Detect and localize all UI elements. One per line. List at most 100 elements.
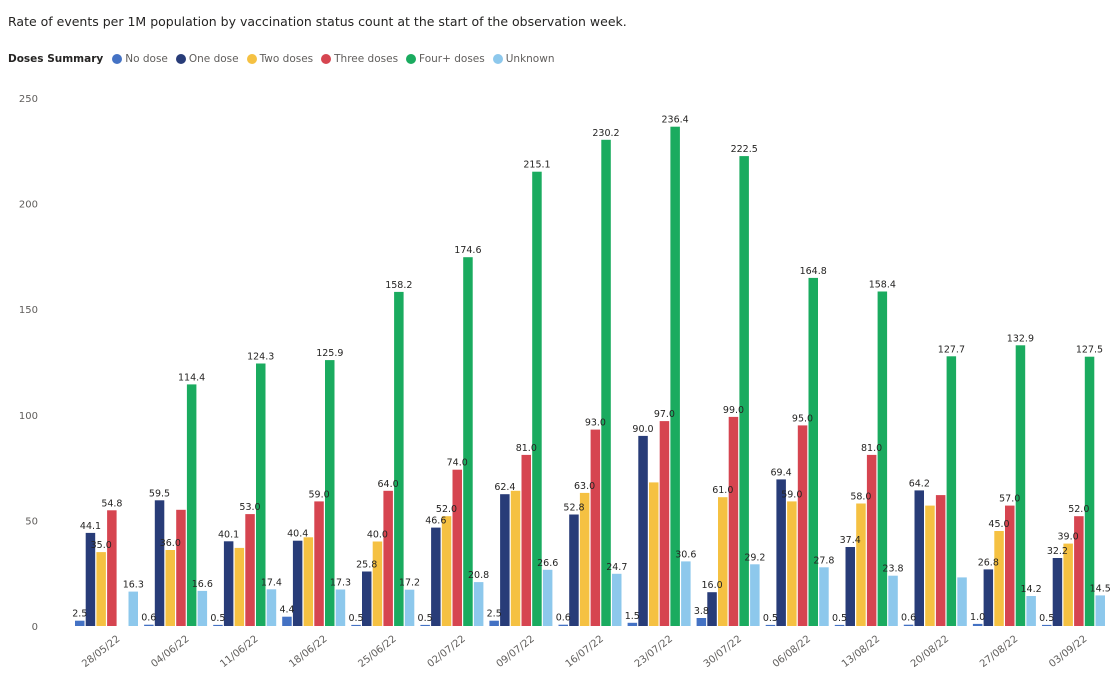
bar-one-dose-23-07-22[interactable] xyxy=(638,435,648,626)
bar-no-dose-27-08-22[interactable] xyxy=(972,623,983,626)
bar-one-dose-30-07-22[interactable] xyxy=(707,592,717,626)
bar-four-doses-03-09-22[interactable] xyxy=(1084,356,1095,626)
bar-three-doses-16-07-22[interactable] xyxy=(590,429,601,626)
bar-unknown-13-08-22[interactable] xyxy=(888,575,898,626)
bar-three-doses-23-07-22[interactable] xyxy=(659,421,670,626)
bar-no-dose-30-07-22[interactable] xyxy=(696,618,707,626)
bar-no-dose-04-06-22[interactable] xyxy=(144,624,154,626)
bar-four-doses-25-06-22[interactable] xyxy=(394,291,404,626)
bar-three-doses-06-08-22[interactable] xyxy=(797,425,808,626)
bar-one-dose-13-08-22[interactable] xyxy=(845,547,856,626)
bar-one-dose-18-06-22[interactable] xyxy=(292,540,303,626)
bar-unknown-09-07-22[interactable] xyxy=(542,569,553,626)
bar-three-doses-03-09-22[interactable] xyxy=(1074,516,1084,626)
bar-unknown-27-08-22[interactable] xyxy=(1026,596,1036,626)
bar-two-doses-09-07-22[interactable] xyxy=(510,490,521,626)
bar-unknown-18-06-22[interactable] xyxy=(335,589,346,627)
bar-two-doses-04-06-22[interactable] xyxy=(165,550,176,626)
bar-no-dose-16-07-22[interactable] xyxy=(558,624,569,626)
legend-item-no-dose[interactable]: No dose xyxy=(112,53,168,65)
bar-three-doses-13-08-22[interactable] xyxy=(866,454,877,626)
bar-no-dose-11-06-22[interactable] xyxy=(213,624,223,626)
bar-one-dose-04-06-22[interactable] xyxy=(154,500,165,626)
bar-one-dose-02-07-22[interactable] xyxy=(431,527,441,626)
data-label-no-dose: 0.6 xyxy=(556,613,571,624)
bar-one-dose-11-06-22[interactable] xyxy=(223,541,234,626)
bar-three-doses-04-06-22[interactable] xyxy=(176,509,186,626)
bar-three-doses-30-07-22[interactable] xyxy=(728,416,739,626)
x-tick-label: 13/08/22 xyxy=(840,634,882,670)
bar-four-doses-18-06-22[interactable] xyxy=(325,360,335,626)
bar-no-dose-09-07-22[interactable] xyxy=(489,620,499,626)
bar-no-dose-03-09-22[interactable] xyxy=(1042,624,1052,626)
bar-unknown-06-08-22[interactable] xyxy=(819,567,829,626)
bar-no-dose-28-05-22[interactable] xyxy=(75,620,85,626)
bar-one-dose-25-06-22[interactable] xyxy=(362,571,372,627)
bar-three-doses-02-07-22[interactable] xyxy=(452,469,463,626)
bar-four-doses-27-08-22[interactable] xyxy=(1015,345,1026,626)
legend-item-unknown[interactable]: Unknown xyxy=(492,53,554,65)
bar-four-doses-09-07-22[interactable] xyxy=(532,171,542,626)
bar-four-doses-02-07-22[interactable] xyxy=(463,257,473,626)
bar-unknown-20-08-22[interactable] xyxy=(957,577,967,626)
bar-one-dose-20-08-22[interactable] xyxy=(914,490,925,626)
bar-two-doses-25-06-22[interactable] xyxy=(372,541,383,627)
bar-two-doses-30-07-22[interactable] xyxy=(718,497,728,626)
bar-four-doses-23-07-22[interactable] xyxy=(670,126,680,626)
bar-unknown-02-07-22[interactable] xyxy=(473,582,484,626)
bar-no-dose-02-07-22[interactable] xyxy=(420,624,430,626)
bar-one-dose-03-09-22[interactable] xyxy=(1052,558,1063,626)
bar-unknown-25-06-22[interactable] xyxy=(404,589,415,626)
bar-three-doses-20-08-22[interactable] xyxy=(935,495,946,626)
bar-one-dose-09-07-22[interactable] xyxy=(500,494,510,626)
bar-no-dose-18-06-22[interactable] xyxy=(282,616,292,626)
bar-one-dose-06-08-22[interactable] xyxy=(776,479,786,626)
legend-item-one-dose[interactable]: One dose xyxy=(175,53,239,65)
bar-two-doses-06-08-22[interactable] xyxy=(787,501,797,626)
bar-unknown-11-06-22[interactable] xyxy=(266,589,277,626)
bar-four-doses-06-08-22[interactable] xyxy=(808,277,819,626)
bar-three-doses-27-08-22[interactable] xyxy=(1005,505,1015,626)
bar-three-doses-25-06-22[interactable] xyxy=(383,490,393,626)
bar-two-doses-11-06-22[interactable] xyxy=(234,547,245,626)
bar-two-doses-02-07-22[interactable] xyxy=(441,516,452,626)
bar-no-dose-06-08-22[interactable] xyxy=(765,624,776,626)
bar-unknown-03-09-22[interactable] xyxy=(1095,595,1106,626)
bar-two-doses-28-05-22[interactable] xyxy=(96,552,106,626)
legend-item-two-doses[interactable]: Two doses xyxy=(246,53,313,65)
bar-unknown-30-07-22[interactable] xyxy=(750,564,760,626)
bar-three-doses-09-07-22[interactable] xyxy=(521,454,532,626)
bar-four-doses-11-06-22[interactable] xyxy=(256,363,266,627)
bar-two-doses-13-08-22[interactable] xyxy=(856,503,866,627)
legend-item-three-doses[interactable]: Three doses xyxy=(321,53,398,65)
bar-three-doses-28-05-22[interactable] xyxy=(107,510,117,626)
bar-four-doses-30-07-22[interactable] xyxy=(739,156,749,626)
bar-one-dose-27-08-22[interactable] xyxy=(983,569,994,626)
bar-two-doses-20-08-22[interactable] xyxy=(925,505,935,626)
bar-two-doses-23-07-22[interactable] xyxy=(649,482,659,626)
bar-one-dose-16-07-22[interactable] xyxy=(569,514,579,627)
bar-unknown-04-06-22[interactable] xyxy=(197,590,208,626)
bar-no-dose-13-08-22[interactable] xyxy=(834,624,845,626)
data-label-one-dose: 32.2 xyxy=(1047,546,1068,557)
bar-four-doses-20-08-22[interactable] xyxy=(946,356,957,626)
bar-three-doses-18-06-22[interactable] xyxy=(314,501,324,626)
bar-one-dose-28-05-22[interactable] xyxy=(85,532,96,626)
bar-unknown-28-05-22[interactable] xyxy=(128,591,139,626)
bar-unknown-23-07-22[interactable] xyxy=(681,561,691,626)
bar-no-dose-23-07-22[interactable] xyxy=(627,622,638,626)
bar-four-doses-04-06-22[interactable] xyxy=(186,384,197,626)
legend-item-four-doses[interactable]: Four+ doses xyxy=(406,53,485,65)
bar-no-dose-25-06-22[interactable] xyxy=(351,624,361,626)
bar-two-doses-03-09-22[interactable] xyxy=(1063,543,1073,626)
bar-four-doses-13-08-22[interactable] xyxy=(877,291,888,627)
bar-two-doses-18-06-22[interactable] xyxy=(303,537,314,626)
data-label-unknown: 27.8 xyxy=(813,555,834,566)
bar-four-doses-16-07-22[interactable] xyxy=(601,139,611,627)
bar-two-doses-27-08-22[interactable] xyxy=(994,531,1004,626)
bar-three-doses-11-06-22[interactable] xyxy=(245,514,255,626)
bar-unknown-16-07-22[interactable] xyxy=(612,573,622,626)
bar-two-doses-16-07-22[interactable] xyxy=(579,492,590,626)
bar-no-dose-20-08-22[interactable] xyxy=(903,624,914,626)
data-label-four-doses: 125.9 xyxy=(316,348,343,359)
